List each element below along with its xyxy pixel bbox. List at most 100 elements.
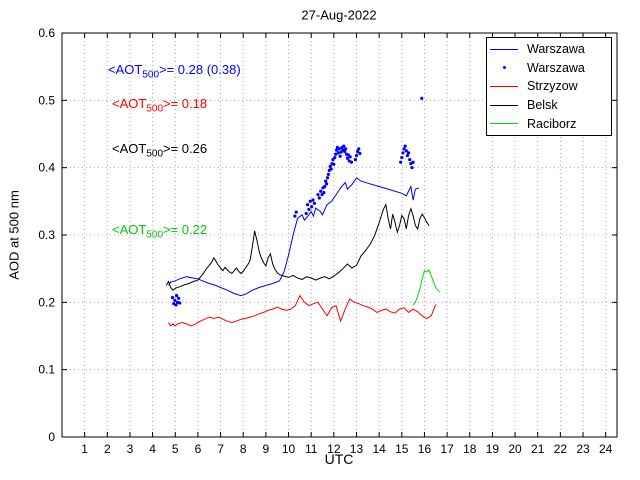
x-tick-label: 16 bbox=[418, 442, 432, 456]
x-tick-label: 6 bbox=[195, 442, 202, 456]
series-point-warszawa bbox=[337, 147, 341, 151]
series-point-warszawa bbox=[336, 151, 340, 155]
annotation-aot-warszawa: <AOT500>= 0.28 (0.38) bbox=[108, 62, 241, 81]
x-tick-label: 5 bbox=[172, 442, 179, 456]
annotation-prefix: <AOT bbox=[112, 141, 147, 156]
legend-line-marker bbox=[487, 104, 521, 106]
series-point-warszawa bbox=[342, 144, 346, 148]
x-tick-label: 19 bbox=[486, 442, 500, 456]
series-point-warszawa bbox=[325, 176, 330, 180]
series-point-warszawa bbox=[324, 179, 328, 183]
series-point-warszawa bbox=[170, 296, 175, 300]
series-point-warszawa bbox=[317, 196, 321, 200]
legend-dot-marker bbox=[487, 66, 521, 70]
annotation-subscript: 500 bbox=[146, 103, 164, 115]
series-point-warszawa bbox=[328, 164, 332, 168]
x-tick-label: 4 bbox=[149, 442, 156, 456]
annotation-aot-raciborz: <AOT500>= 0.22 bbox=[112, 222, 207, 241]
series-point-warszawa bbox=[305, 203, 310, 207]
series-point-warszawa bbox=[356, 149, 360, 154]
x-tick-label: 9 bbox=[263, 442, 270, 456]
series-point-warszawa bbox=[420, 96, 424, 100]
annotation-suffix: >= 0.22 bbox=[163, 222, 208, 237]
series-point-warszawa bbox=[410, 166, 414, 170]
series-point-warszawa bbox=[344, 147, 348, 151]
series-point-warszawa bbox=[354, 153, 359, 158]
x-tick-label: 20 bbox=[508, 442, 522, 456]
series-line-raciborz bbox=[412, 269, 441, 306]
y-tick-label: 0.5 bbox=[38, 93, 55, 107]
series-point-warszawa bbox=[323, 184, 327, 189]
legend-marker-shape bbox=[490, 85, 518, 87]
series-point-warszawa bbox=[304, 211, 308, 216]
x-tick-label: 13 bbox=[350, 442, 364, 456]
series-point-warszawa bbox=[329, 167, 333, 171]
series-point-warszawa bbox=[405, 153, 410, 158]
series-point-warszawa bbox=[358, 151, 362, 156]
series-point-warszawa bbox=[400, 155, 404, 160]
series-point-warszawa bbox=[401, 151, 405, 155]
series-point-warszawa bbox=[403, 144, 407, 148]
x-tick-label: 2 bbox=[104, 442, 111, 456]
y-tick-label: 0.4 bbox=[38, 161, 55, 175]
series-point-warszawa bbox=[178, 301, 182, 305]
series-point-warszawa bbox=[307, 207, 311, 212]
annotation-prefix: <AOT bbox=[112, 222, 147, 237]
annotation-aot-belsk: <AOT500>= 0.26 bbox=[112, 141, 207, 160]
x-tick-label: 3 bbox=[127, 442, 134, 456]
legend-marker-shape bbox=[502, 66, 506, 70]
y-tick-label: 0 bbox=[48, 430, 55, 444]
annotation-suffix: >= 0.28 (0.38) bbox=[159, 62, 241, 77]
annotation-prefix: <AOT bbox=[112, 96, 147, 111]
series-point-warszawa bbox=[334, 152, 338, 156]
x-tick-label: 23 bbox=[576, 442, 590, 456]
series-point-warszawa bbox=[316, 193, 320, 197]
series-point-warszawa bbox=[343, 149, 347, 154]
legend-item-warszawa: Warszawa bbox=[487, 59, 611, 77]
legend-item-belsk: Belsk bbox=[487, 96, 611, 114]
legend: Warszawa Warszawa Strzyzow Belsk Raciborz bbox=[486, 37, 612, 136]
x-tick-label: 11 bbox=[305, 442, 318, 456]
legend-line-marker bbox=[487, 48, 521, 50]
series-line-warszawa bbox=[168, 177, 419, 297]
series-point-warszawa bbox=[175, 294, 179, 298]
series-point-warszawa bbox=[402, 147, 406, 151]
series-point-warszawa bbox=[333, 155, 337, 160]
series-point-warszawa bbox=[322, 190, 326, 195]
legend-label: Belsk bbox=[527, 98, 558, 113]
series-point-warszawa bbox=[349, 160, 354, 164]
x-tick-label: 14 bbox=[372, 442, 386, 456]
series-point-warszawa bbox=[348, 155, 352, 159]
series-point-warszawa bbox=[293, 214, 297, 218]
series-line-strzyzow bbox=[168, 294, 437, 327]
series-point-warszawa bbox=[357, 147, 361, 151]
legend-label: Strzyzow bbox=[527, 79, 578, 94]
series-point-warszawa bbox=[338, 154, 342, 158]
series-point-warszawa bbox=[411, 160, 415, 164]
series-point-warszawa bbox=[311, 198, 315, 202]
y-tick-label: 0.2 bbox=[38, 295, 55, 309]
annotation-prefix: <AOT bbox=[108, 62, 143, 77]
annotation-suffix: >= 0.18 bbox=[163, 96, 208, 111]
x-tick-label: 18 bbox=[463, 442, 477, 456]
legend-line-marker bbox=[487, 123, 521, 125]
annotation-subscript: 500 bbox=[146, 229, 164, 241]
x-axis-label: UTC bbox=[324, 451, 354, 467]
series-point-warszawa bbox=[173, 298, 177, 302]
x-tick-label: 17 bbox=[440, 442, 454, 456]
x-tick-label: 8 bbox=[240, 442, 247, 456]
annotation-suffix: >= 0.26 bbox=[163, 141, 208, 156]
legend-item-raciborz: Raciborz bbox=[487, 115, 611, 133]
legend-label: Raciborz bbox=[527, 116, 577, 131]
x-tick-label: 12 bbox=[327, 442, 341, 456]
legend-label: Warszawa bbox=[527, 60, 585, 75]
series-point-warszawa bbox=[406, 151, 411, 155]
annotation-subscript: 500 bbox=[146, 148, 164, 160]
series-point-warszawa bbox=[399, 160, 403, 164]
series-point-warszawa bbox=[174, 303, 178, 307]
legend-marker-shape bbox=[490, 104, 518, 106]
y-tick-label: 0.6 bbox=[38, 26, 55, 40]
legend-item-strzyzow: Strzyzow bbox=[487, 77, 611, 95]
